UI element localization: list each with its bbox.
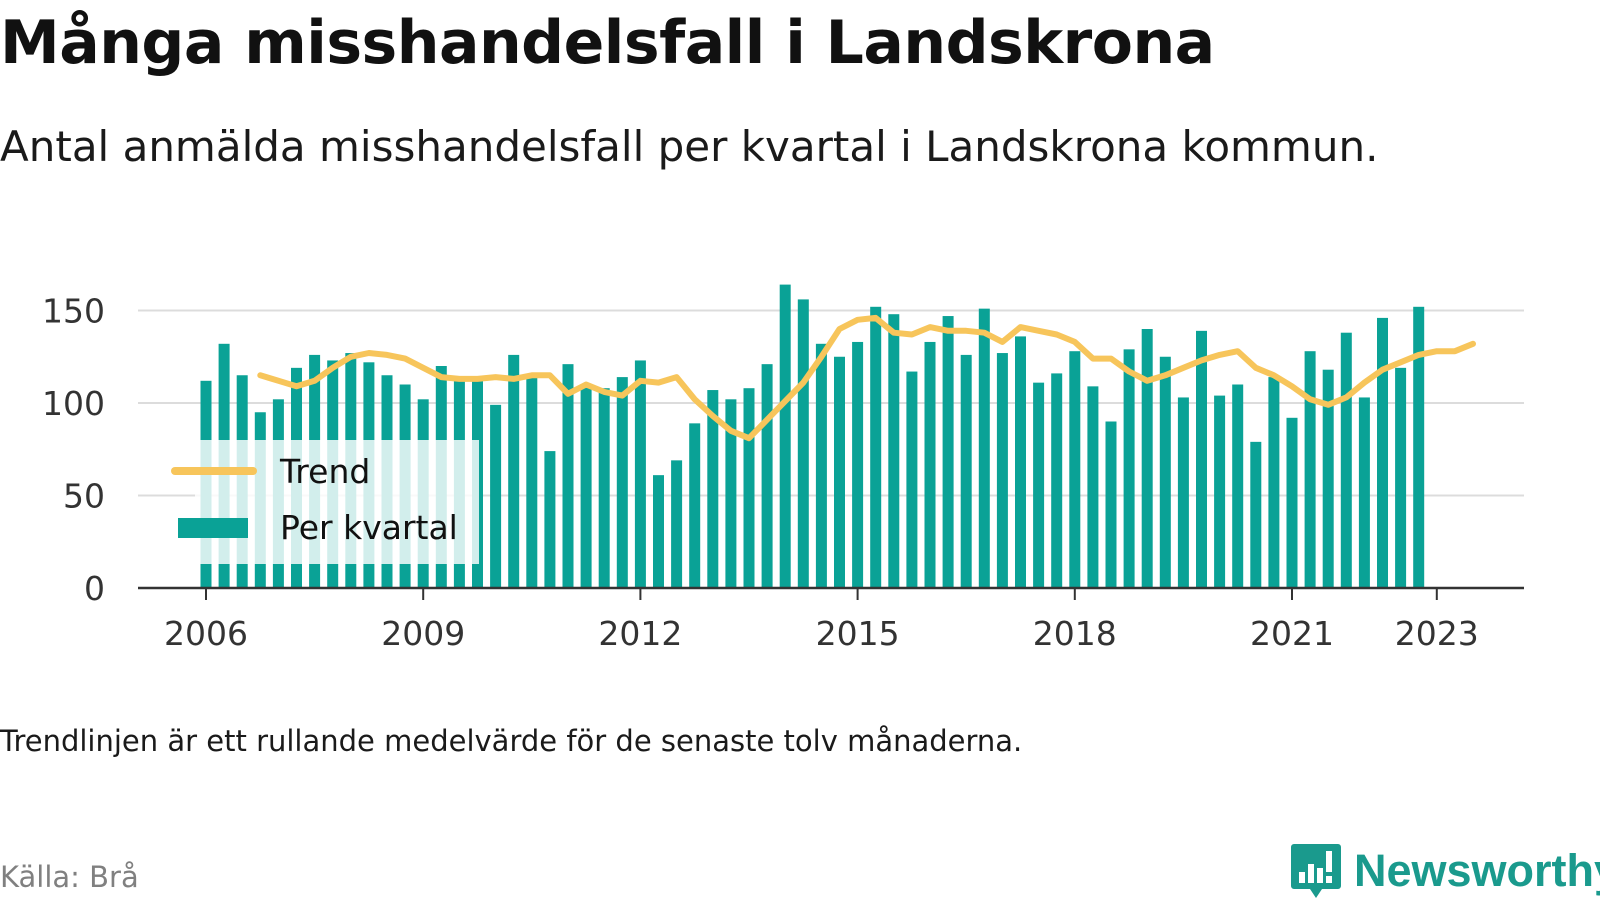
bar: [634, 360, 646, 588]
y-tick-label: 50: [63, 477, 105, 516]
source-note: Källa: Brå: [0, 860, 139, 894]
bar: [1105, 421, 1117, 588]
bar: [1069, 351, 1081, 588]
bar: [1340, 332, 1352, 588]
bar: [1051, 373, 1063, 588]
bar: [834, 356, 845, 588]
bar: [1177, 397, 1189, 588]
bar: [761, 364, 773, 588]
bar: [1196, 330, 1207, 588]
bar: [1304, 351, 1316, 588]
bar: [689, 423, 701, 588]
bar: [562, 364, 574, 588]
y-tick-label: 150: [42, 292, 105, 331]
x-tick-label: 2012: [598, 614, 682, 653]
bar: [544, 451, 556, 588]
bar: [1250, 441, 1262, 588]
bar: [797, 299, 809, 588]
y-tick-label: 100: [42, 384, 105, 423]
chart-subtitle: Antal anmälda misshandelsfall per kvarta…: [0, 122, 1379, 171]
bar: [1232, 384, 1244, 588]
bar: [1286, 417, 1298, 588]
bar: [815, 343, 827, 588]
brand-name: Newsworthy: [1354, 845, 1600, 896]
bar: [1377, 317, 1388, 588]
bar: [1268, 377, 1280, 588]
legend-bar-swatch: [178, 518, 248, 538]
x-tick-label: 2021: [1250, 614, 1334, 653]
bar: [924, 341, 936, 588]
newsworthy-logo: Newsworthy: [1290, 842, 1600, 900]
bar: [852, 341, 864, 588]
bar: [598, 388, 610, 588]
bar: [707, 390, 719, 588]
chart-title: Många misshandelsfall i Landskrona: [0, 8, 1215, 78]
y-tick-label: 0: [84, 569, 105, 608]
x-tick-label: 2006: [164, 614, 248, 653]
bar: [870, 306, 882, 588]
trend-line-group: [257, 314, 1476, 442]
bar: [526, 375, 538, 588]
bar: [996, 353, 1008, 588]
bar: [978, 308, 990, 588]
bar: [671, 460, 683, 588]
bar: [1413, 306, 1425, 588]
x-tick-label: 2018: [1033, 614, 1117, 653]
bar: [1123, 349, 1135, 588]
x-tick-label: 2009: [381, 614, 465, 653]
bar-chart: Trend Per kvartal 0 50 100 150 2006 2009 2012 20…: [42, 284, 1524, 653]
bar: [1015, 336, 1026, 588]
bar: [1033, 382, 1045, 588]
bar: [616, 377, 628, 588]
bar: [1358, 397, 1370, 588]
bar: [490, 404, 502, 588]
bar: [1159, 356, 1171, 588]
bar: [580, 384, 592, 588]
trend-line: [257, 314, 1476, 442]
bar: [960, 354, 972, 588]
legend-label-per-kvartal: Per kvartal: [280, 508, 458, 547]
bar: [725, 399, 737, 588]
bar: [1322, 369, 1334, 588]
axes: 0 50 100 150 2006 2009 2012 2015 2018 2021 2023: [42, 292, 1524, 653]
bar: [508, 354, 520, 588]
bar: [1087, 386, 1099, 588]
bar: [1395, 367, 1407, 588]
bar: [906, 371, 918, 588]
bar: [888, 314, 900, 588]
x-tick-label: 2023: [1395, 614, 1479, 653]
legend: Trend Per kvartal: [171, 440, 479, 564]
legend-box: [195, 440, 479, 564]
footnote: Trendlinjen är ett rullande medelvärde f…: [0, 724, 1023, 758]
bar: [1141, 329, 1153, 588]
bar: [942, 316, 954, 588]
bar: [743, 388, 755, 588]
newsworthy-logo-icon: [1291, 844, 1341, 898]
legend-label-trend: Trend: [279, 452, 370, 491]
bar: [1214, 395, 1226, 588]
bar: [653, 475, 664, 588]
x-tick-label: 2015: [816, 614, 900, 653]
bar: [779, 284, 791, 588]
